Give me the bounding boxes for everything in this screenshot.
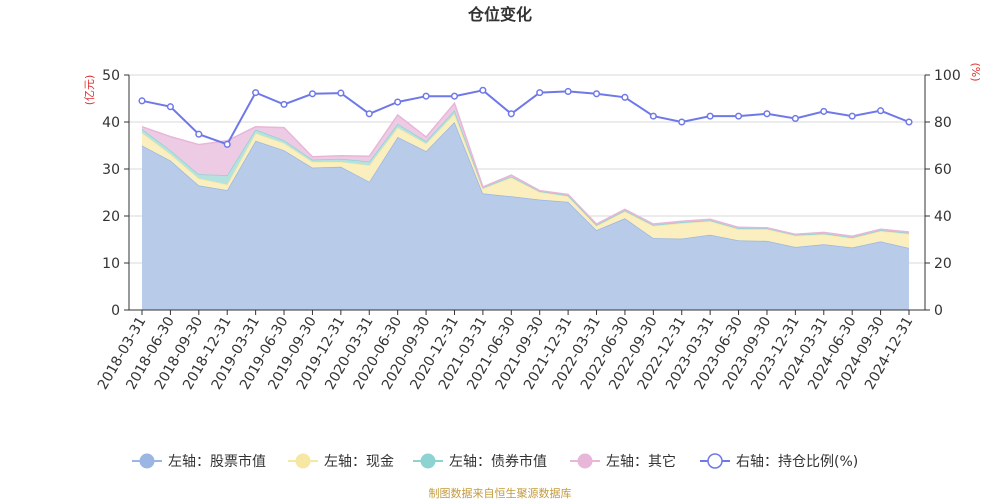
right-tick-label: 0 <box>934 303 943 319</box>
left-tick-label: 20 <box>102 209 120 225</box>
right-axis-label: (%) <box>969 62 982 81</box>
holding-ratio-point <box>592 90 601 98</box>
holding-ratio-point <box>195 130 203 138</box>
holding-ratio-point <box>763 110 771 118</box>
holding-ratio-point <box>820 107 828 115</box>
right-tick-label: 60 <box>934 162 952 178</box>
holding-ratio-point <box>308 90 316 98</box>
legend-item-1[interactable]: 左轴：股票市值 <box>132 453 266 470</box>
holding-ratio-point <box>450 92 459 100</box>
holding-ratio-point <box>905 118 913 126</box>
holding-ratio-point <box>280 100 288 108</box>
legend-label: 左轴：其它 <box>606 453 676 470</box>
holding-ratio-point <box>138 97 146 105</box>
holding-ratio-point <box>422 92 430 100</box>
area-edge-series-4 <box>141 101 910 237</box>
holding-ratio-point <box>564 87 572 95</box>
legend-label: 左轴：现金 <box>324 454 394 470</box>
holding-ratio-line <box>138 86 913 148</box>
holding-ratio-point <box>621 93 629 101</box>
right-tick-label: 40 <box>934 209 952 225</box>
holding-ratio-point <box>536 89 544 97</box>
holding-ratio-point <box>337 89 345 97</box>
holding-ratio-point <box>735 112 743 120</box>
right-tick-label: 100 <box>934 68 961 84</box>
left-tick-label: 10 <box>102 256 120 272</box>
legend-marker <box>295 453 311 469</box>
holding-ratio-point <box>649 112 657 120</box>
chart-title: 仓位变化 <box>467 5 532 24</box>
legend-marker <box>420 453 436 469</box>
legend-label: 左轴：股票市值 <box>168 453 266 470</box>
legend-label: 左轴：债券市值 <box>449 453 547 470</box>
legend-marker <box>577 453 593 469</box>
left-tick-label: 30 <box>102 162 120 178</box>
legend-item-4[interactable]: 左轴：其它 <box>570 453 676 470</box>
left-axis-label: (亿元) <box>83 75 96 106</box>
holding-ratio-point <box>507 110 515 118</box>
holding-ratio-point <box>166 103 174 111</box>
left-tick-label: 50 <box>102 68 120 84</box>
holding-ratio-point <box>706 112 714 120</box>
legend-marker <box>139 453 155 469</box>
holding-ratio-point <box>848 112 856 120</box>
holding-ratio-point <box>479 86 487 94</box>
area-series-1 <box>142 122 909 310</box>
holding-ratio-point <box>877 107 885 115</box>
left-tick-label: 0 <box>111 303 120 319</box>
left-tick-label: 40 <box>102 115 120 131</box>
holding-ratio-point <box>223 140 231 148</box>
holding-ratio-point <box>394 98 402 106</box>
legend-marker <box>707 453 723 469</box>
right-tick-label: 20 <box>934 256 952 272</box>
right-tick-label: 80 <box>934 115 952 131</box>
legend-item-5[interactable]: 右轴：持仓比例(%) <box>700 453 858 470</box>
legend-item-3[interactable]: 左轴：债券市值 <box>413 453 547 470</box>
stacked-areas <box>141 101 910 310</box>
holding-ratio-point <box>252 89 260 97</box>
holding-ratio-point <box>365 110 373 118</box>
holding-ratio-point <box>791 114 799 123</box>
legend-item-2[interactable]: 左轴：现金 <box>288 453 394 470</box>
holding-ratio-path <box>141 89 910 146</box>
holding-ratio-point <box>678 118 686 126</box>
legend: 左轴：股票市值 左轴：现金 左轴：债券市值 左轴：其它 右轴：持仓比例(%) <box>132 453 858 470</box>
legend-label: 右轴：持仓比例(%) <box>736 454 858 470</box>
data-source-footer: 制图数据来自恒生聚源数据库 <box>428 487 572 500</box>
